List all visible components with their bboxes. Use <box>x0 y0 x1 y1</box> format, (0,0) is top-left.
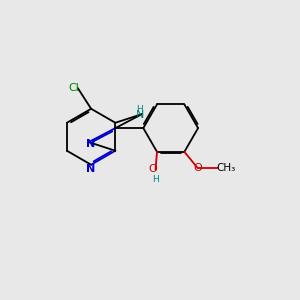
Text: H: H <box>136 105 143 114</box>
Text: O: O <box>149 164 158 175</box>
Text: N: N <box>135 110 144 120</box>
Text: Cl: Cl <box>68 83 79 93</box>
Text: CH₃: CH₃ <box>216 163 235 173</box>
Text: N: N <box>86 164 96 173</box>
Text: O: O <box>193 163 202 173</box>
Text: N: N <box>86 139 96 148</box>
Text: H: H <box>152 175 159 184</box>
